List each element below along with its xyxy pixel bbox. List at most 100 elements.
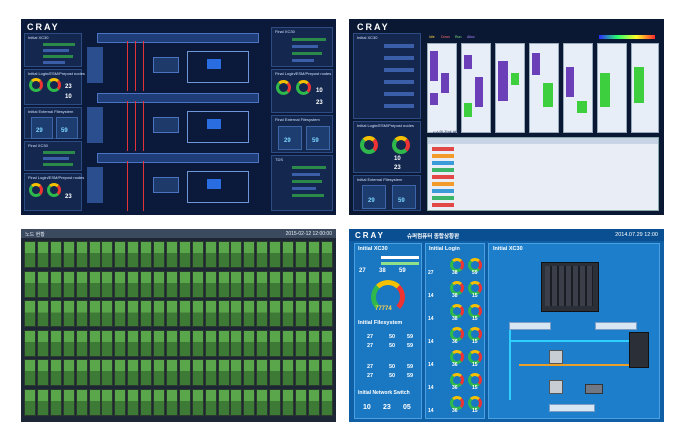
node-cell[interactable] [88, 388, 101, 416]
node-cell[interactable] [114, 388, 127, 416]
node-cell[interactable] [36, 359, 49, 386]
node-cell[interactable] [36, 329, 49, 357]
node-cell[interactable] [127, 300, 140, 327]
node-cell[interactable] [127, 329, 140, 357]
node-cell[interactable] [243, 329, 256, 357]
node-cell[interactable] [204, 359, 217, 386]
node-cell[interactable] [114, 300, 127, 327]
node-cell[interactable] [101, 270, 114, 298]
node-cell[interactable] [269, 388, 282, 416]
node-cell[interactable] [256, 300, 269, 327]
node-cell[interactable] [36, 388, 49, 416]
node-cell[interactable] [165, 388, 178, 416]
node-cell[interactable] [320, 329, 333, 357]
node-cell[interactable] [75, 329, 88, 357]
node-cell[interactable] [204, 300, 217, 327]
node-cell[interactable] [191, 300, 204, 327]
node-cell[interactable] [24, 359, 36, 386]
node-cell[interactable] [217, 388, 230, 416]
node-cell[interactable] [243, 300, 256, 327]
node-cell[interactable] [140, 270, 153, 298]
node-cell[interactable] [282, 329, 294, 357]
node-cell[interactable] [88, 241, 101, 268]
node-cell[interactable] [320, 270, 333, 298]
node-cell[interactable] [191, 359, 204, 386]
node-cell[interactable] [282, 270, 294, 298]
node-cell[interactable] [307, 270, 320, 298]
node-cell[interactable] [49, 270, 62, 298]
node-cell[interactable] [217, 300, 230, 327]
node-cell[interactable] [101, 359, 114, 386]
node-cell[interactable] [75, 388, 88, 416]
node-cell[interactable] [88, 329, 101, 357]
node-cell[interactable] [269, 329, 282, 357]
node-cell[interactable] [140, 300, 153, 327]
node-cell[interactable] [178, 300, 191, 327]
node-cell[interactable] [191, 329, 204, 357]
node-cell[interactable] [101, 241, 114, 268]
node-cell[interactable] [153, 270, 165, 298]
node-cell[interactable] [230, 359, 243, 386]
node-cell[interactable] [282, 300, 294, 327]
node-cell[interactable] [24, 329, 36, 357]
node-cell[interactable] [165, 300, 178, 327]
node-cell[interactable] [49, 388, 62, 416]
node-cell[interactable] [178, 241, 191, 268]
node-cell[interactable] [256, 359, 269, 386]
node-cell[interactable] [88, 270, 101, 298]
node-cell[interactable] [153, 329, 165, 357]
node-cell[interactable] [165, 270, 178, 298]
node-cell[interactable] [307, 359, 320, 386]
node-cell[interactable] [114, 329, 127, 357]
node-cell[interactable] [114, 270, 127, 298]
node-cell[interactable] [153, 241, 165, 268]
node-cell[interactable] [153, 300, 165, 327]
node-cell[interactable] [101, 329, 114, 357]
node-cell[interactable] [165, 359, 178, 386]
node-cell[interactable] [49, 329, 62, 357]
node-cell[interactable] [127, 270, 140, 298]
node-cell[interactable] [282, 359, 294, 386]
node-cell[interactable] [36, 241, 49, 268]
node-cell[interactable] [204, 388, 217, 416]
node-cell[interactable] [269, 300, 282, 327]
node-cell[interactable] [178, 270, 191, 298]
node-cell[interactable] [127, 359, 140, 386]
node-cell[interactable] [24, 241, 36, 268]
node-cell[interactable] [114, 241, 127, 268]
node-cell[interactable] [114, 359, 127, 386]
node-cell[interactable] [178, 329, 191, 357]
node-cell[interactable] [217, 329, 230, 357]
node-cell[interactable] [269, 270, 282, 298]
node-cell[interactable] [204, 270, 217, 298]
node-cell[interactable] [307, 329, 320, 357]
node-cell[interactable] [140, 241, 153, 268]
node-cell[interactable] [294, 388, 307, 416]
node-cell[interactable] [101, 300, 114, 327]
node-cell[interactable] [153, 388, 165, 416]
node-cell[interactable] [320, 359, 333, 386]
node-cell[interactable] [88, 359, 101, 386]
node-cell[interactable] [140, 388, 153, 416]
node-cell[interactable] [256, 270, 269, 298]
node-cell[interactable] [178, 359, 191, 386]
node-cell[interactable] [230, 241, 243, 268]
node-cell[interactable] [191, 241, 204, 268]
node-cell[interactable] [62, 270, 75, 298]
node-cell[interactable] [191, 388, 204, 416]
node-cell[interactable] [256, 388, 269, 416]
node-cell[interactable] [217, 270, 230, 298]
node-cell[interactable] [49, 359, 62, 386]
node-cell[interactable] [230, 329, 243, 357]
node-cell[interactable] [294, 241, 307, 268]
node-cell[interactable] [243, 241, 256, 268]
node-cell[interactable] [243, 270, 256, 298]
node-cell[interactable] [230, 270, 243, 298]
node-cell[interactable] [217, 241, 230, 268]
node-cell[interactable] [178, 388, 191, 416]
node-cell[interactable] [191, 270, 204, 298]
node-cell[interactable] [75, 359, 88, 386]
node-cell[interactable] [24, 270, 36, 298]
node-cell[interactable] [243, 388, 256, 416]
node-cell[interactable] [24, 388, 36, 416]
